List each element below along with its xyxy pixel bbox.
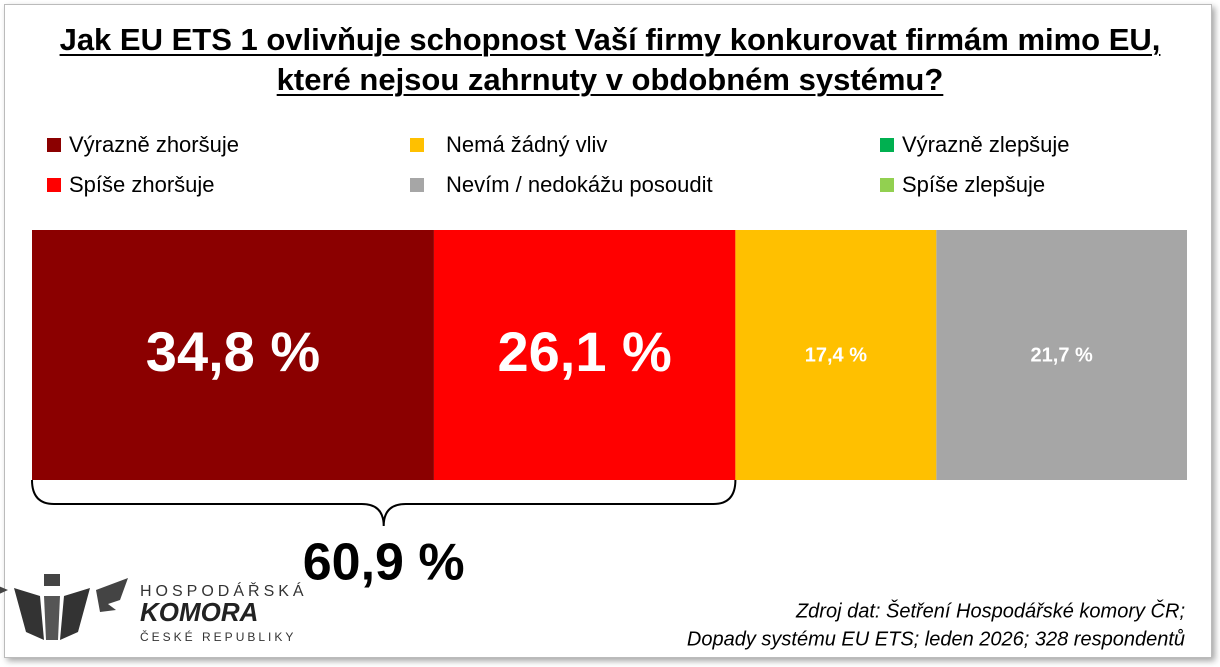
value-label: 17,4 % — [805, 344, 867, 366]
legend-label: Nevím / nedokážu posoudit — [446, 172, 713, 197]
legend-marker — [410, 138, 424, 152]
chart-title: Jak EU ETS 1 ovlivňuje schopnost Vaší fi… — [59, 22, 1161, 97]
logo-text: ČESKÉ REPUBLIKY — [140, 629, 296, 644]
logo-mark — [0, 574, 128, 640]
logo-text: KOMORA — [140, 597, 258, 627]
legend-marker — [47, 138, 61, 152]
logo-text: HOSPODÁŘSKÁ — [140, 581, 308, 600]
legend-marker — [410, 178, 424, 192]
legend-label: Výrazně zlepšuje — [902, 132, 1070, 157]
legend-marker — [47, 178, 61, 192]
value-label: 26,1 % — [497, 320, 671, 383]
legend-marker — [880, 178, 894, 192]
source-note: Dopady systému EU ETS; leden 2026; 328 r… — [687, 628, 1185, 650]
legend-label: Výrazně zhoršuje — [69, 132, 239, 157]
bracket — [31, 479, 737, 527]
value-label: 34,8 % — [146, 320, 320, 383]
bar-segment — [936, 230, 1187, 480]
legend-label: Nemá žádný vliv — [446, 132, 607, 157]
legend-label: Spíše zhoršuje — [69, 172, 215, 197]
bar-segment — [433, 230, 736, 480]
source-note: Zdroj dat: Šetření Hospodářské komory ČR… — [795, 599, 1185, 622]
legend-label: Spíše zlepšuje — [902, 172, 1045, 197]
legend-marker — [880, 138, 894, 152]
bar-segment — [735, 230, 937, 480]
value-label: 21,7 % — [1031, 344, 1093, 366]
bracket-label: 60,9 % — [303, 534, 465, 592]
bar-segment — [32, 230, 434, 480]
